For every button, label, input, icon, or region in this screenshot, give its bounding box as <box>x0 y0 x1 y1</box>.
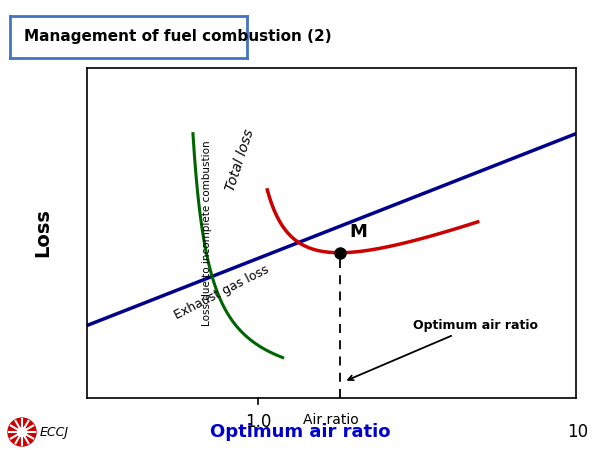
Text: Total loss: Total loss <box>223 127 256 193</box>
Text: Optimum air ratio: Optimum air ratio <box>210 423 390 441</box>
Text: ECCJ: ECCJ <box>40 426 69 439</box>
Text: 1.0: 1.0 <box>245 413 271 431</box>
Circle shape <box>17 428 26 436</box>
Text: Management of fuel combustion (2): Management of fuel combustion (2) <box>25 29 332 45</box>
Text: Air ratio: Air ratio <box>303 413 359 427</box>
Text: Loss: Loss <box>34 208 52 257</box>
Text: Optimum air ratio: Optimum air ratio <box>348 319 538 380</box>
Text: M: M <box>350 223 368 241</box>
Circle shape <box>8 418 36 446</box>
Text: 10: 10 <box>567 423 588 441</box>
Text: Loss due to incomplete combustion: Loss due to incomplete combustion <box>202 140 212 326</box>
Text: Exhaust gas loss: Exhaust gas loss <box>172 263 271 322</box>
